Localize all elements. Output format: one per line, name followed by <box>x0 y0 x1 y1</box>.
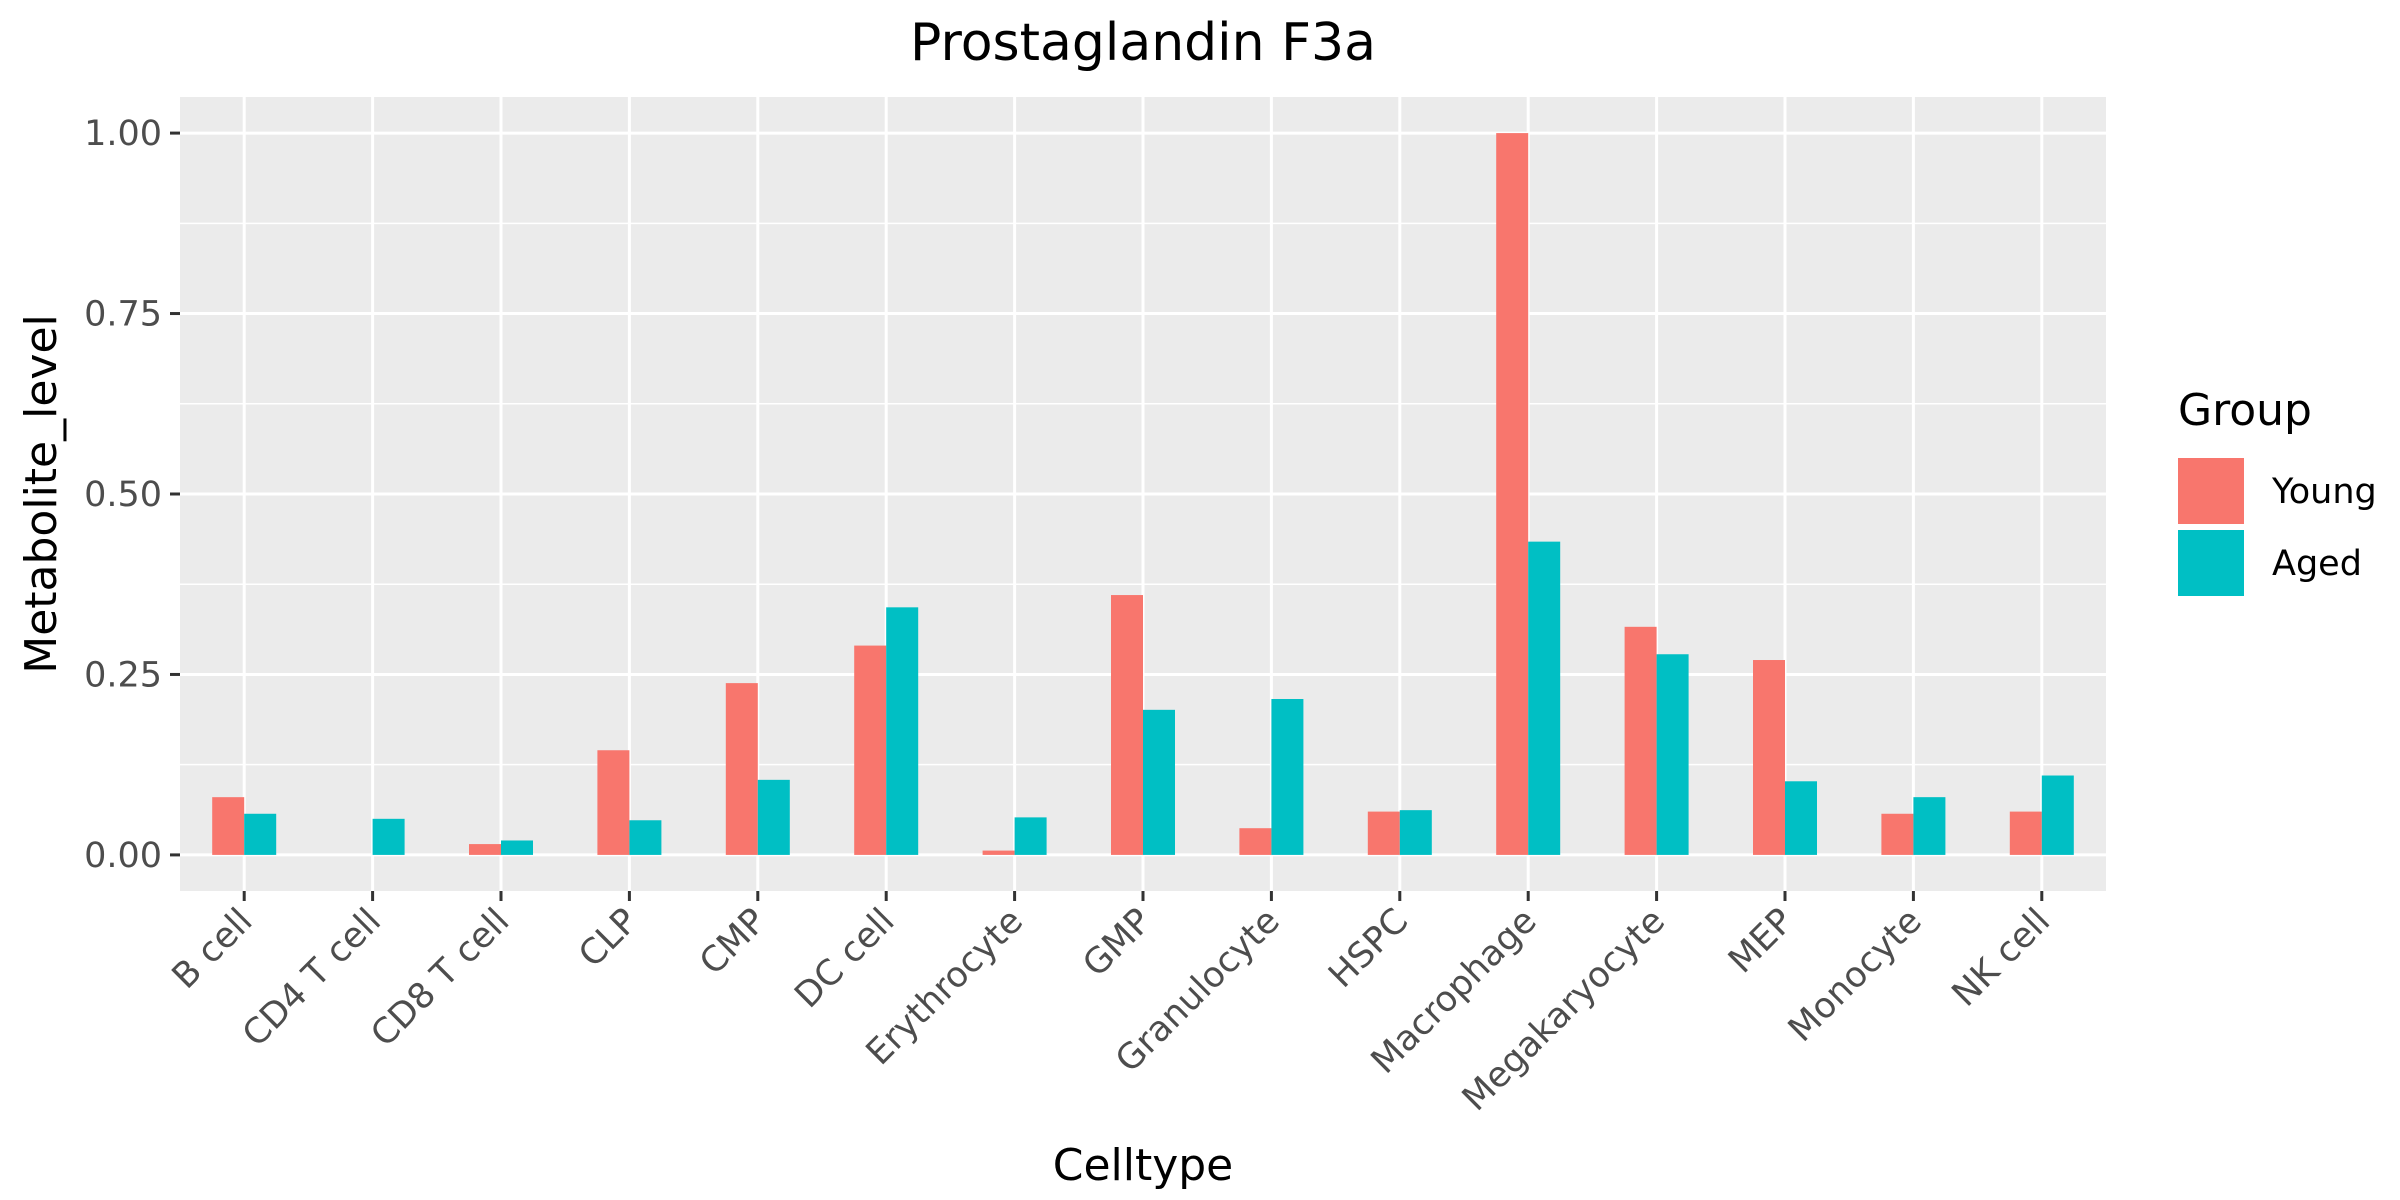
legend-label-aged: Aged <box>2272 544 2362 584</box>
bar-young <box>1239 828 1272 855</box>
x-tick-label: CMP <box>692 901 774 983</box>
bar-aged <box>372 818 405 855</box>
bar-aged <box>501 840 533 855</box>
bar-young <box>212 797 245 855</box>
bar-young <box>597 750 630 855</box>
bar-young <box>1881 813 1914 855</box>
y-tick-label: 0.50 <box>84 475 162 515</box>
bar-young <box>1496 133 1529 855</box>
y-tick-label: 1.00 <box>84 114 162 154</box>
bar-aged <box>2041 775 2074 855</box>
bar-young <box>725 683 758 855</box>
legend-key-aged <box>2178 530 2244 596</box>
bar-aged <box>1014 817 1047 855</box>
chart-title: Prostaglandin F3a <box>910 13 1376 73</box>
bar-young <box>982 850 1015 855</box>
bar-aged <box>1656 654 1689 855</box>
bar-aged <box>1143 709 1175 855</box>
y-tick-label: 0.25 <box>84 655 162 695</box>
bar-aged <box>1528 541 1561 855</box>
legend-title: Group <box>2178 385 2312 436</box>
bar-aged <box>629 820 662 855</box>
bars <box>212 133 2074 855</box>
bar-young <box>1367 811 1400 855</box>
bar-aged <box>886 607 919 855</box>
bar-aged <box>1399 810 1432 855</box>
bar-young <box>854 645 887 855</box>
y-axis-title: Metabolite_level <box>16 314 67 674</box>
legend-key-young <box>2178 458 2244 524</box>
bar-young <box>469 844 501 855</box>
bar-aged <box>757 779 790 855</box>
bar-aged <box>1785 781 1817 855</box>
x-axis-title: Celltype <box>1053 1140 1234 1191</box>
x-tick-label: NK cell <box>1945 901 2058 1014</box>
bar-aged <box>1271 698 1304 855</box>
x-tick-label: B cell <box>165 901 261 997</box>
x-tick-label: CD4 T cell <box>235 901 389 1055</box>
x-tick-label: CD8 T cell <box>364 901 518 1055</box>
y-tick-label: 0.00 <box>84 836 162 876</box>
x-tick-label: GMP <box>1076 901 1160 985</box>
y-tick-label: 0.75 <box>84 295 162 335</box>
bar-young <box>1111 595 1143 855</box>
x-tick-label: HSPC <box>1321 901 1416 996</box>
x-tick-label: Monocyte <box>1781 901 1930 1050</box>
bar-young <box>2009 811 2042 855</box>
x-tick-label: CLP <box>571 901 645 975</box>
bar-aged <box>1913 797 1946 855</box>
bar-young <box>1624 626 1657 855</box>
legend-label-young: Young <box>2271 472 2377 512</box>
x-tick-label: MEP <box>1721 901 1801 981</box>
x-tick-label: DC cell <box>787 901 902 1016</box>
bar-aged <box>244 813 277 855</box>
y-axis: 0.00 0.25 0.50 0.75 1.00 <box>84 114 180 876</box>
bar-young <box>1753 660 1785 855</box>
legend: Group Young Aged <box>2178 385 2377 596</box>
